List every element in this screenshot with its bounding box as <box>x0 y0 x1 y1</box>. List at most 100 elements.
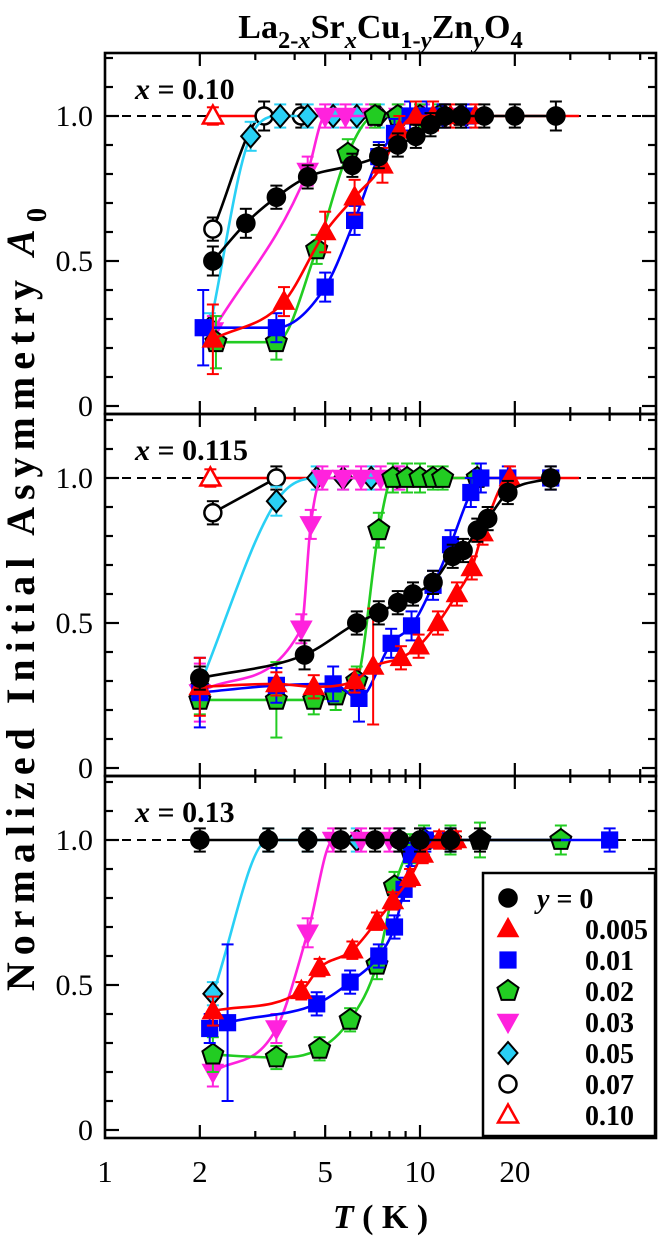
triangle-up-marker <box>404 103 428 125</box>
circle-marker <box>498 482 518 503</box>
pentagon-marker <box>264 1045 288 1068</box>
triangle-down-marker <box>299 516 323 537</box>
triangle-down-marker <box>331 469 355 491</box>
x-tick-label-5: 5 <box>317 1154 333 1189</box>
triangle-up-marker <box>460 555 484 577</box>
y-axis-label: Normalized Initial Asymmetry A0 <box>0 201 53 991</box>
pentagon-marker <box>307 1036 332 1059</box>
square-marker <box>341 973 359 991</box>
circle-marker <box>477 508 498 529</box>
square-marker <box>370 947 388 965</box>
x-tick-label-2: 2 <box>192 1154 208 1189</box>
circle-marker <box>190 830 210 850</box>
legend-label-0.02: 0.02 <box>585 977 634 1008</box>
square-marker <box>201 1019 219 1038</box>
circle-marker <box>403 584 423 604</box>
chart-title: La2-xSrxCu1-yZnyO4 <box>238 9 522 54</box>
circle-marker <box>190 668 210 688</box>
triangle-up-marker <box>361 654 385 675</box>
circle-marker <box>387 135 408 155</box>
y-tick-label-0: 0 <box>78 752 93 785</box>
circle-marker <box>406 126 426 147</box>
legend-item-0.005: 0.005 <box>496 915 648 946</box>
square-marker <box>324 675 342 693</box>
panel-label-0: x = 0.10 <box>134 73 235 106</box>
triangle-up-open-marker <box>495 1101 521 1124</box>
series-0 <box>203 100 566 277</box>
circle-marker <box>297 167 318 187</box>
triangle-up-marker <box>426 610 450 632</box>
circle-marker <box>330 830 351 850</box>
legend-label-0.01: 0.01 <box>585 946 634 977</box>
diamond-marker <box>269 103 292 129</box>
series-0.07 <box>203 465 287 526</box>
legend-item-0.07: 0.07 <box>498 1070 634 1101</box>
legend-item-0.10: 0.10 <box>495 1101 634 1132</box>
triangle-up-marker <box>341 938 364 959</box>
square-marker <box>382 634 400 652</box>
triangle-up-marker <box>445 581 469 603</box>
circle-marker <box>498 888 518 908</box>
y-tick-label-0.5: 0.5 <box>56 245 94 278</box>
square-marker <box>194 319 212 337</box>
circle-marker <box>387 592 408 613</box>
triangle-down-marker <box>289 620 313 641</box>
y-tick-label-1.0: 1.0 <box>56 462 94 495</box>
panel-label-2: x = 0.13 <box>134 796 235 829</box>
panel-ticks-1 <box>105 414 656 776</box>
circle-marker <box>546 106 566 126</box>
circle-open-marker <box>498 1074 518 1094</box>
square-marker <box>402 617 421 635</box>
diamond-marker <box>265 488 288 514</box>
y-tick-label-0: 0 <box>78 390 93 423</box>
square-marker <box>499 951 517 969</box>
pentagon-marker <box>363 103 387 126</box>
triangle-up-open-marker <box>200 102 225 125</box>
y-tick-label-0.5: 0.5 <box>56 969 94 1002</box>
circle-marker <box>258 830 279 850</box>
triangle-up-marker <box>411 842 435 863</box>
square-marker <box>472 469 490 487</box>
triangle-up-open-marker <box>198 464 223 487</box>
square-marker <box>308 995 326 1013</box>
triangle-up-marker <box>365 909 389 930</box>
circle-marker <box>369 603 389 623</box>
circle-open-marker <box>203 219 223 239</box>
square-marker <box>316 278 334 296</box>
circle-marker <box>453 540 473 561</box>
diamond-marker <box>497 1040 519 1066</box>
triangle-down-marker <box>311 469 334 491</box>
x-tick-label-1: 1 <box>97 1154 113 1189</box>
pentagon-marker <box>431 465 455 488</box>
triangle-up-marker <box>272 289 296 310</box>
legend-label-0: y = 0 <box>534 884 593 915</box>
triangle-down-marker <box>496 1013 520 1035</box>
legend-label-0.10: 0.10 <box>585 1101 634 1132</box>
circle-marker <box>294 645 315 665</box>
triangle-down-marker <box>296 924 320 945</box>
pentagon-marker <box>367 517 391 541</box>
triangle-up-marker <box>201 998 225 1020</box>
y-tick-label-1.0: 1.0 <box>56 100 94 133</box>
circle-marker <box>389 830 410 850</box>
triangle-up-marker <box>343 185 366 206</box>
square-marker <box>267 319 285 337</box>
pentagon-marker <box>338 1007 362 1030</box>
circle-marker <box>369 146 389 167</box>
panel-plot-area-0 <box>107 100 654 376</box>
triangle-up-marker <box>398 865 422 887</box>
square-marker <box>462 483 480 502</box>
triangle-up-marker <box>289 978 313 1000</box>
panel-1: 0 0.5 1.0 x = 0.115 <box>56 412 658 785</box>
triangle-down-marker <box>313 107 337 129</box>
triangle-down-marker <box>334 107 357 129</box>
circle-marker <box>423 572 443 593</box>
triangle-up-marker <box>407 634 430 655</box>
circle-open-marker <box>203 503 223 523</box>
y-tick-label-0.5: 0.5 <box>56 607 94 640</box>
triangle-up-marker <box>313 219 337 241</box>
legend-item-0.01: 0.01 <box>499 946 634 977</box>
circle-marker <box>365 830 385 850</box>
